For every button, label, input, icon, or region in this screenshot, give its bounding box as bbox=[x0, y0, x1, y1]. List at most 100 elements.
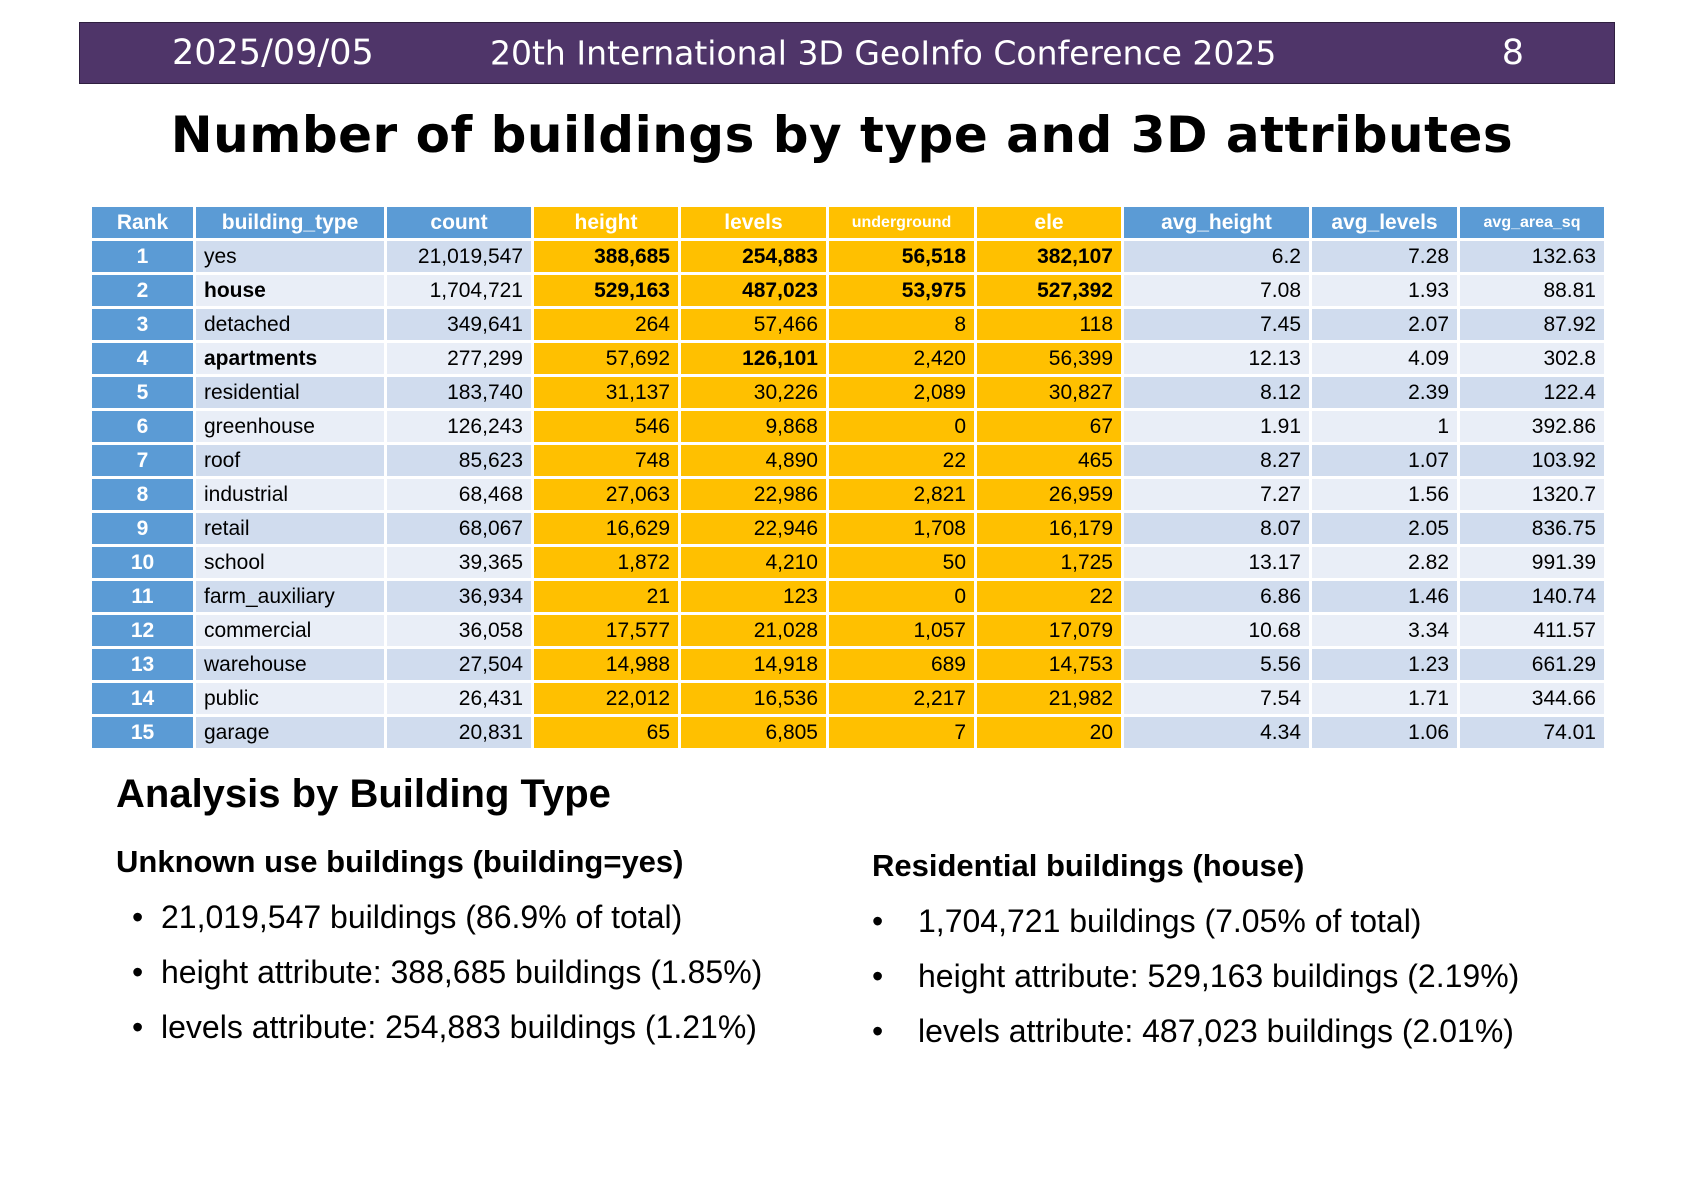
table-row: 7 roof 85,623 748 4,890 22 465 8.27 1.07… bbox=[92, 445, 1604, 476]
cell-avg-height: 13.17 bbox=[1124, 547, 1309, 578]
cell-count: 68,067 bbox=[387, 513, 531, 544]
cell-levels: 123 bbox=[681, 581, 826, 612]
col-header-avg-area-sq: avg_area_sq bbox=[1460, 207, 1604, 238]
bullet-text: 1,704,721 buildings (7.05% of total) bbox=[918, 903, 1422, 939]
table-row: 4 apartments 277,299 57,692 126,101 2,42… bbox=[92, 343, 1604, 374]
buildings-table: Rank building_type count height levels u… bbox=[89, 204, 1607, 751]
cell-height: 388,685 bbox=[534, 241, 678, 272]
cell-ele: 21,982 bbox=[977, 683, 1121, 714]
cell-height: 21 bbox=[534, 581, 678, 612]
cell-avg-area-sq: 74.01 bbox=[1460, 717, 1604, 748]
cell-ele: 14,753 bbox=[977, 649, 1121, 680]
cell-height: 14,988 bbox=[534, 649, 678, 680]
cell-rank: 15 bbox=[92, 717, 193, 748]
cell-count: 277,299 bbox=[387, 343, 531, 374]
cell-avg-area-sq: 392.86 bbox=[1460, 411, 1604, 442]
unknown-use-section: Unknown use buildings (building=yes) • 21… bbox=[116, 844, 762, 1055]
cell-underground: 2,089 bbox=[829, 377, 974, 408]
cell-height: 264 bbox=[534, 309, 678, 340]
bullet-text: height attribute: 388,685 buildings (1.8… bbox=[161, 954, 763, 990]
cell-underground: 8 bbox=[829, 309, 974, 340]
cell-building-type: garage bbox=[196, 717, 384, 748]
cell-rank: 14 bbox=[92, 683, 193, 714]
cell-avg-area-sq: 991.39 bbox=[1460, 547, 1604, 578]
table-row: 6 greenhouse 126,243 546 9,868 0 67 1.91… bbox=[92, 411, 1604, 442]
table-row: 9 retail 68,067 16,629 22,946 1,708 16,1… bbox=[92, 513, 1604, 544]
cell-avg-area-sq: 140.74 bbox=[1460, 581, 1604, 612]
cell-underground: 1,057 bbox=[829, 615, 974, 646]
cell-rank: 12 bbox=[92, 615, 193, 646]
cell-building-type: warehouse bbox=[196, 649, 384, 680]
cell-avg-height: 10.68 bbox=[1124, 615, 1309, 646]
cell-avg-area-sq: 661.29 bbox=[1460, 649, 1604, 680]
cell-height: 1,872 bbox=[534, 547, 678, 578]
cell-ele: 22 bbox=[977, 581, 1121, 612]
cell-levels: 57,466 bbox=[681, 309, 826, 340]
cell-avg-height: 7.27 bbox=[1124, 479, 1309, 510]
cell-avg-area-sq: 88.81 bbox=[1460, 275, 1604, 306]
residential-heading: Residential buildings (house) bbox=[872, 848, 1305, 883]
col-header-ele: ele bbox=[977, 207, 1121, 238]
cell-count: 183,740 bbox=[387, 377, 531, 408]
cell-avg-levels: 1.06 bbox=[1312, 717, 1457, 748]
unknown-use-heading: Unknown use buildings (building=yes) bbox=[116, 844, 684, 879]
slide-title: Number of buildings by type and 3D attri… bbox=[170, 106, 1514, 164]
cell-building-type: greenhouse bbox=[196, 411, 384, 442]
cell-avg-levels: 7.28 bbox=[1312, 241, 1457, 272]
cell-rank: 10 bbox=[92, 547, 193, 578]
cell-avg-height: 6.86 bbox=[1124, 581, 1309, 612]
cell-underground: 2,420 bbox=[829, 343, 974, 374]
cell-avg-height: 7.08 bbox=[1124, 275, 1309, 306]
cell-rank: 9 bbox=[92, 513, 193, 544]
cell-avg-levels: 1.46 bbox=[1312, 581, 1457, 612]
cell-avg-levels: 1.71 bbox=[1312, 683, 1457, 714]
table-row: 12 commercial 36,058 17,577 21,028 1,057… bbox=[92, 615, 1604, 646]
cell-height: 748 bbox=[534, 445, 678, 476]
cell-underground: 53,975 bbox=[829, 275, 974, 306]
cell-building-type: industrial bbox=[196, 479, 384, 510]
table-row: 11 farm_auxiliary 36,934 21 123 0 22 6.8… bbox=[92, 581, 1604, 612]
cell-levels: 4,210 bbox=[681, 547, 826, 578]
cell-underground: 50 bbox=[829, 547, 974, 578]
cell-underground: 689 bbox=[829, 649, 974, 680]
cell-count: 68,468 bbox=[387, 479, 531, 510]
cell-avg-levels: 1.07 bbox=[1312, 445, 1457, 476]
analysis-title: Analysis by Building Type bbox=[116, 772, 611, 816]
cell-ele: 118 bbox=[977, 309, 1121, 340]
cell-rank: 13 bbox=[92, 649, 193, 680]
table-row: 14 public 26,431 22,012 16,536 2,217 21,… bbox=[92, 683, 1604, 714]
cell-count: 20,831 bbox=[387, 717, 531, 748]
cell-height: 57,692 bbox=[534, 343, 678, 374]
cell-avg-height: 7.54 bbox=[1124, 683, 1309, 714]
cell-levels: 487,023 bbox=[681, 275, 826, 306]
header-date: 2025/09/05 bbox=[172, 33, 374, 73]
bullet-icon: • bbox=[132, 899, 144, 935]
table-row: 3 detached 349,641 264 57,466 8 118 7.45… bbox=[92, 309, 1604, 340]
cell-avg-levels: 1 bbox=[1312, 411, 1457, 442]
cell-height: 31,137 bbox=[534, 377, 678, 408]
cell-avg-levels: 1.93 bbox=[1312, 275, 1457, 306]
cell-count: 27,504 bbox=[387, 649, 531, 680]
cell-avg-area-sq: 836.75 bbox=[1460, 513, 1604, 544]
cell-height: 22,012 bbox=[534, 683, 678, 714]
table-row: 2 house 1,704,721 529,163 487,023 53,975… bbox=[92, 275, 1604, 306]
cell-underground: 56,518 bbox=[829, 241, 974, 272]
cell-avg-height: 7.45 bbox=[1124, 309, 1309, 340]
cell-avg-height: 8.27 bbox=[1124, 445, 1309, 476]
cell-levels: 21,028 bbox=[681, 615, 826, 646]
bullet-text: height attribute: 529,163 buildings (2.1… bbox=[918, 958, 1520, 994]
cell-avg-levels: 2.05 bbox=[1312, 513, 1457, 544]
cell-avg-levels: 4.09 bbox=[1312, 343, 1457, 374]
cell-ele: 20 bbox=[977, 717, 1121, 748]
cell-building-type: farm_auxiliary bbox=[196, 581, 384, 612]
cell-underground: 2,217 bbox=[829, 683, 974, 714]
cell-avg-area-sq: 87.92 bbox=[1460, 309, 1604, 340]
table-row: 8 industrial 68,468 27,063 22,986 2,821 … bbox=[92, 479, 1604, 510]
cell-rank: 8 bbox=[92, 479, 193, 510]
cell-height: 546 bbox=[534, 411, 678, 442]
cell-avg-height: 1.91 bbox=[1124, 411, 1309, 442]
cell-count: 39,365 bbox=[387, 547, 531, 578]
cell-height: 27,063 bbox=[534, 479, 678, 510]
cell-ele: 527,392 bbox=[977, 275, 1121, 306]
cell-rank: 6 bbox=[92, 411, 193, 442]
